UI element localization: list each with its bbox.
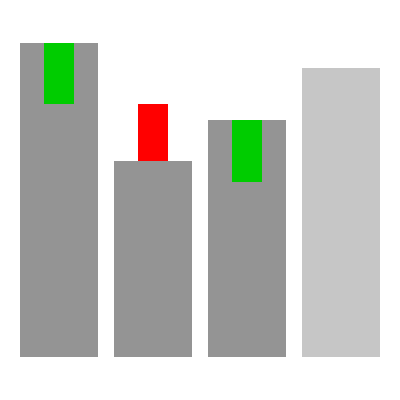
change-marker-1	[44, 43, 74, 104]
bar-4	[302, 68, 380, 357]
bar-2	[114, 161, 192, 357]
change-marker-3	[232, 120, 262, 182]
change-marker-2	[138, 104, 168, 161]
change-markers-layer	[44, 43, 262, 182]
